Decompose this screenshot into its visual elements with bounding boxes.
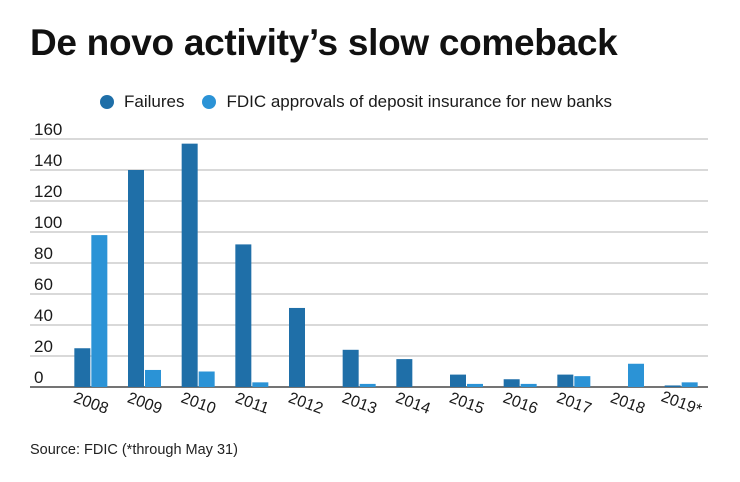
x-tick-label: 2009	[125, 390, 164, 418]
bar-approvals-2018	[628, 363, 644, 387]
legend-swatch-approvals	[202, 95, 217, 109]
x-tick-label: 2014	[393, 390, 432, 418]
bar-failures-2015	[450, 374, 466, 387]
x-tick-label: 2010	[179, 390, 218, 418]
bar-failures-2017	[557, 374, 574, 387]
legend-swatch-failures	[100, 95, 114, 109]
bar-failures-2008	[74, 348, 91, 387]
chart-title: De novo activity’s slow comeback	[30, 22, 618, 63]
bar-failures-2010	[181, 143, 198, 387]
y-tick-label: 20	[34, 337, 53, 356]
x-axis-ticks: 2008 2009 2010 2011 2012 2013 2014 2015 2016 2017…	[71, 389, 704, 419]
y-tick-label: 80	[34, 244, 53, 263]
x-tick-label: 2016	[501, 390, 540, 418]
bar-approvals-2017	[574, 376, 591, 387]
x-tick-label: 2012	[286, 390, 325, 418]
bar-failures-2014	[396, 359, 413, 387]
bar-approvals-2019	[681, 382, 698, 387]
bar-approvals-2009	[145, 369, 161, 387]
bars	[74, 143, 698, 387]
y-tick-label: 100	[34, 213, 62, 232]
bar-failures-2013	[342, 349, 359, 387]
y-tick-label: 40	[34, 306, 53, 325]
x-tick-label: 2008	[71, 390, 110, 418]
bar-failures-2011	[235, 244, 252, 387]
bar-approvals-2010	[198, 371, 215, 387]
y-axis-ticks: 0 20 40 60 80 100 120 140 160	[34, 120, 62, 387]
source-note: Source: FDIC (*through May 31)	[30, 442, 238, 458]
bar-failures-2019	[664, 385, 681, 387]
x-tick-label: 2018	[608, 390, 647, 418]
legend-item-approvals: FDIC approvals of deposit insurance for …	[202, 92, 612, 112]
bar-approvals-2015	[467, 383, 483, 387]
bar-approvals-2011	[252, 382, 269, 387]
x-tick-label: 2011	[233, 390, 271, 418]
y-tick-label: 60	[34, 275, 53, 294]
y-tick-label: 120	[34, 182, 62, 201]
legend: Failures FDIC approvals of deposit insur…	[100, 90, 630, 114]
bar-failures-2012	[289, 307, 305, 387]
bar-failures-2016	[503, 379, 520, 387]
x-tick-label: 2013	[340, 390, 379, 418]
bar-approvals-2013	[359, 383, 376, 387]
x-tick-label: 2019*	[659, 389, 704, 419]
x-tick-label: 2017	[554, 390, 593, 418]
y-tick-label: 0	[34, 368, 43, 387]
bar-approvals-2008	[91, 235, 108, 387]
legend-label-approvals: FDIC approvals of deposit insurance for …	[226, 92, 612, 111]
bar-failures-2009	[128, 170, 144, 387]
legend-label-failures: Failures	[124, 92, 185, 111]
bar-approvals-2016	[520, 383, 537, 387]
x-tick-label: 2015	[447, 390, 486, 418]
y-tick-label: 140	[34, 151, 62, 170]
legend-item-failures: Failures	[100, 92, 184, 112]
y-tick-label: 160	[34, 120, 62, 139]
